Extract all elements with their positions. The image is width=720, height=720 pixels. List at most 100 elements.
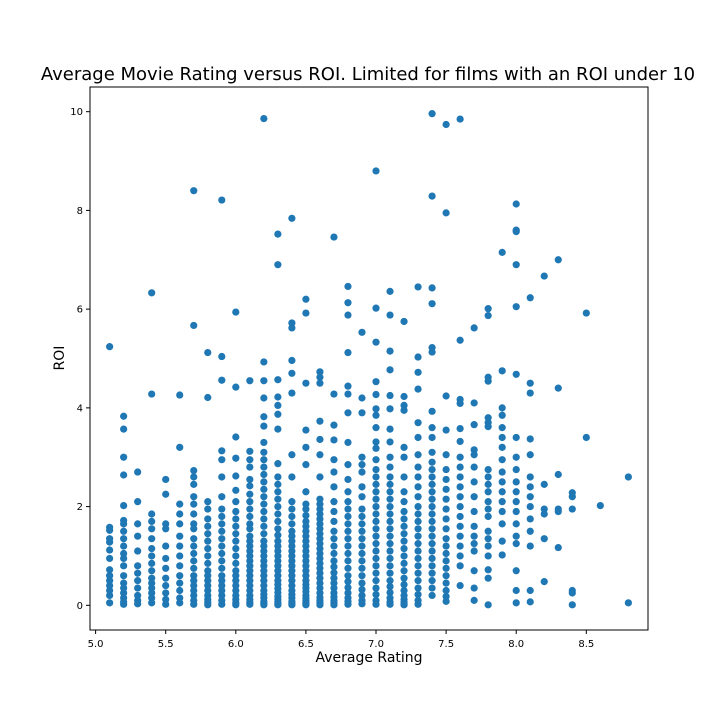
data-point [274, 410, 282, 418]
data-point [302, 567, 310, 575]
data-point [232, 515, 240, 523]
data-point [288, 581, 296, 590]
data-point [162, 595, 170, 603]
data-point [260, 542, 268, 550]
data-point [330, 584, 338, 592]
data-point [260, 562, 268, 570]
data-point [372, 510, 380, 518]
data-point [106, 581, 114, 590]
data-point [260, 577, 268, 585]
data-point [330, 390, 338, 398]
data-point [414, 433, 422, 442]
data-point [442, 542, 450, 550]
data-point [400, 401, 408, 409]
data-point [456, 115, 464, 123]
data-point [106, 343, 114, 351]
data-point [316, 520, 324, 528]
data-point [484, 505, 492, 513]
data-point [414, 600, 422, 608]
data-point [316, 579, 324, 587]
data-point [218, 600, 226, 608]
data-point [554, 507, 562, 516]
data-point [484, 480, 492, 488]
data-point [316, 574, 324, 582]
data-point [246, 557, 254, 565]
data-point [246, 482, 254, 490]
data-point [414, 451, 422, 459]
data-point [498, 478, 506, 486]
data-point [414, 419, 422, 427]
data-point [386, 577, 394, 585]
data-point [386, 554, 394, 563]
data-point [246, 581, 254, 590]
data-point [344, 583, 352, 592]
data-point [428, 525, 436, 533]
data-point [386, 569, 394, 577]
data-point [372, 411, 380, 419]
data-point [358, 461, 366, 469]
data-point [134, 562, 142, 570]
data-point [246, 537, 254, 545]
data-point [134, 569, 142, 577]
data-point [512, 200, 520, 208]
data-point [246, 520, 254, 528]
data-point [330, 549, 338, 558]
data-point [470, 540, 478, 548]
data-point [260, 448, 268, 456]
data-point [246, 567, 254, 575]
data-point [218, 535, 226, 543]
data-point [316, 435, 324, 444]
data-point [498, 433, 506, 442]
data-point [260, 438, 268, 447]
data-point [554, 384, 562, 392]
data-point [190, 577, 198, 585]
data-point [358, 468, 366, 476]
data-point [344, 488, 352, 496]
data-point [246, 572, 254, 580]
data-point [484, 498, 492, 506]
data-point [316, 515, 324, 523]
data-point [260, 493, 268, 501]
data-point [484, 465, 492, 474]
data-point [218, 520, 226, 528]
data-point [218, 376, 226, 384]
data-point [232, 544, 240, 553]
data-point [190, 473, 198, 481]
data-point [288, 512, 296, 521]
y-tick-label: 10 [70, 107, 83, 118]
data-point [484, 512, 492, 521]
data-point [176, 532, 184, 540]
data-point [456, 483, 464, 491]
data-point [120, 584, 128, 592]
data-point [372, 456, 380, 464]
data-point [120, 579, 128, 587]
data-point [190, 321, 198, 330]
data-point [400, 317, 408, 326]
data-point [134, 584, 142, 592]
data-point [176, 443, 184, 451]
data-point [190, 525, 198, 533]
data-point [134, 577, 142, 585]
data-point [274, 230, 282, 238]
data-point [400, 406, 408, 414]
data-point [176, 586, 184, 595]
data-point [372, 577, 380, 585]
data-point [316, 540, 324, 548]
data-point [470, 522, 478, 530]
data-point [540, 578, 548, 586]
data-point [498, 537, 506, 545]
data-point [582, 433, 590, 442]
data-point [526, 515, 534, 523]
data-point [386, 391, 394, 400]
data-point [316, 564, 324, 572]
data-point [302, 562, 310, 570]
data-point [372, 547, 380, 555]
data-point [246, 577, 254, 585]
data-point [428, 110, 436, 118]
data-point [428, 284, 436, 292]
data-point [484, 414, 492, 422]
data-point [470, 584, 478, 592]
data-point [428, 510, 436, 518]
data-point [204, 505, 212, 513]
